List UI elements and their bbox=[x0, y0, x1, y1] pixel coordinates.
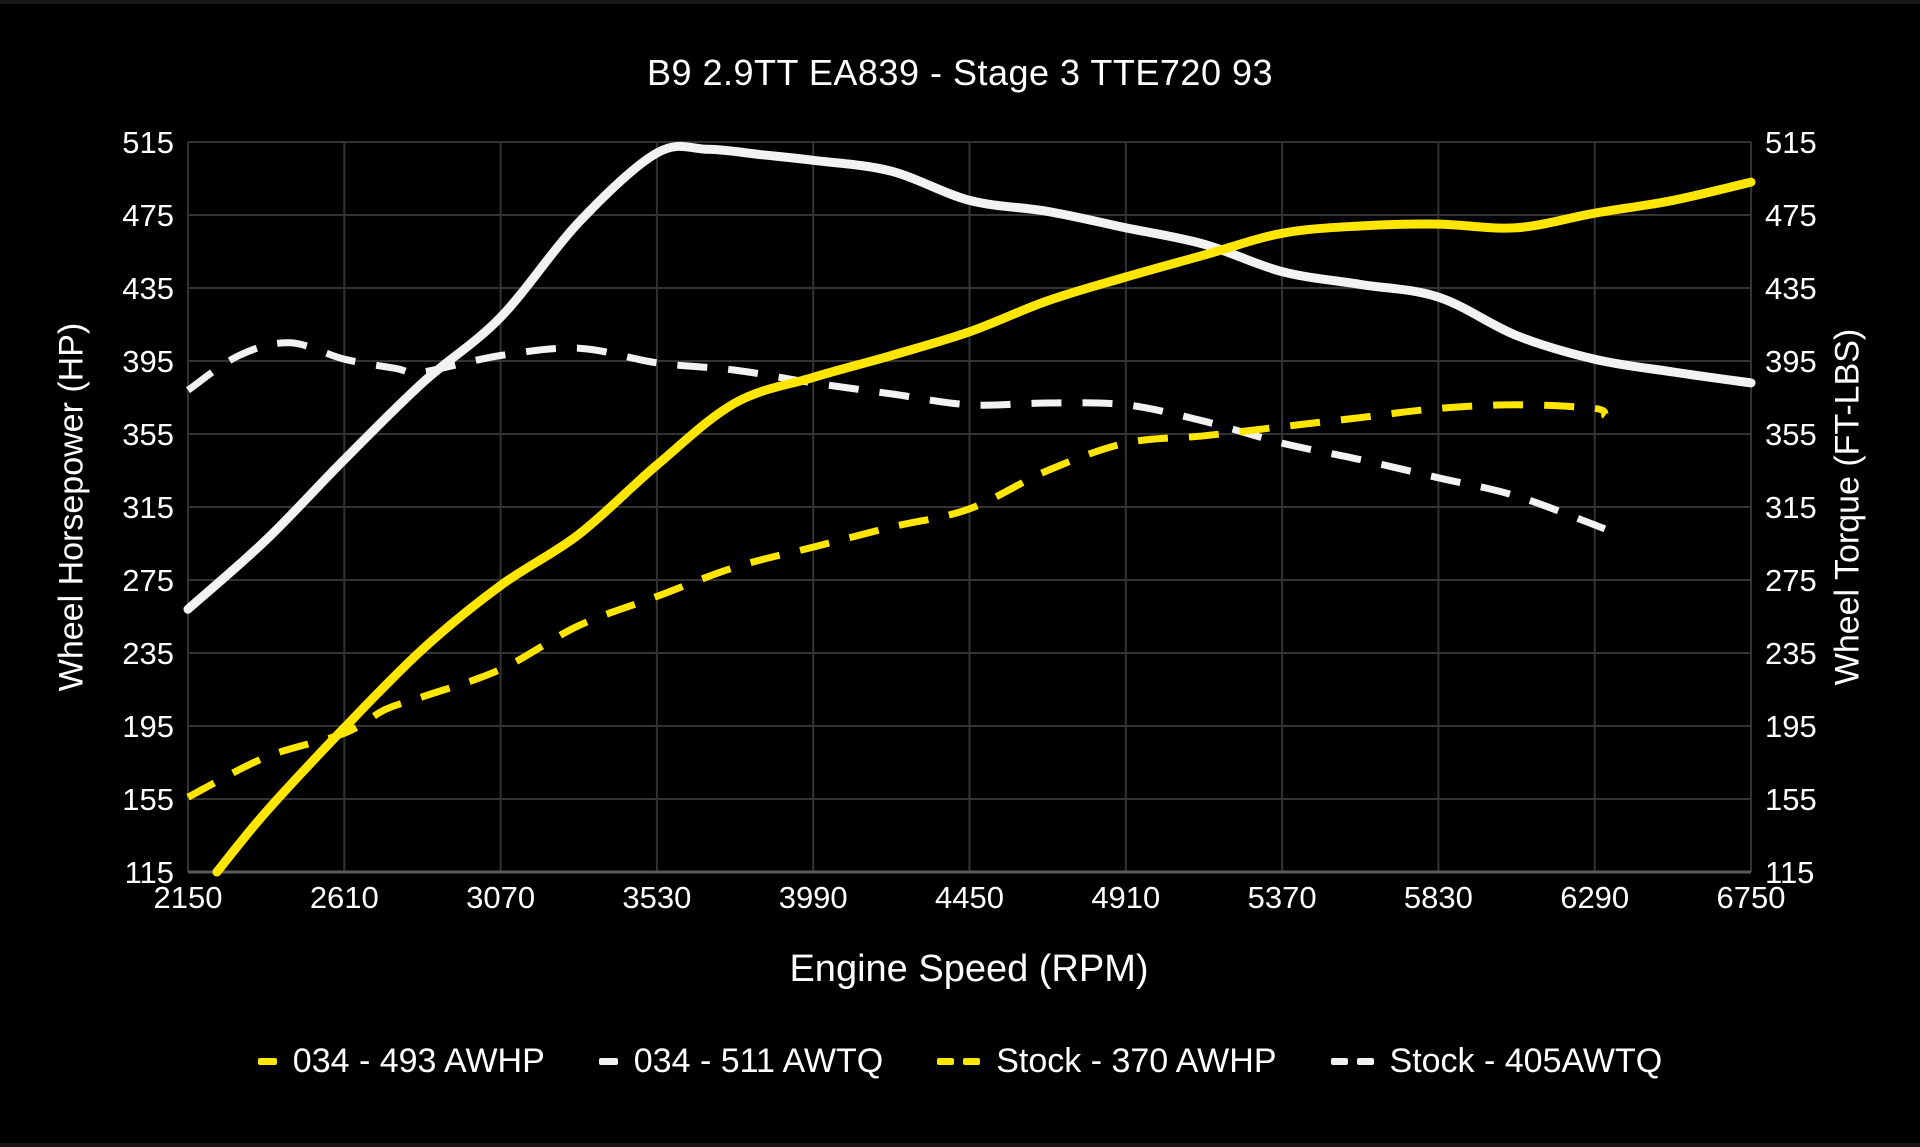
svg-text:155: 155 bbox=[122, 782, 174, 817]
svg-text:4910: 4910 bbox=[1091, 880, 1160, 915]
svg-text:5830: 5830 bbox=[1404, 880, 1473, 915]
svg-text:3070: 3070 bbox=[466, 880, 535, 915]
svg-text:195: 195 bbox=[1765, 709, 1817, 744]
legend: 034 - 493 AWHP 034 - 511 AWTQ Stock - 370 … bbox=[0, 1042, 1920, 1081]
svg-text:355: 355 bbox=[122, 417, 174, 452]
chart-title: B9 2.9TT EA839 - Stage 3 TTE720 93 bbox=[646, 52, 1274, 93]
curve-stock-405awtq bbox=[185, 339, 1607, 533]
legend-label: Stock - 370 AWHP bbox=[996, 1042, 1277, 1080]
svg-text:515: 515 bbox=[122, 125, 174, 160]
svg-text:355: 355 bbox=[1765, 417, 1817, 452]
svg-text:435: 435 bbox=[1765, 271, 1817, 306]
y-right-tick-labels: 115 155 195 235 275 315 355 395 435 475 515 bbox=[1765, 125, 1817, 890]
svg-text:3530: 3530 bbox=[622, 880, 691, 915]
curve-lines bbox=[183, 141, 1756, 877]
y-left-axis-title: Wheel Horsepower (HP) bbox=[52, 322, 91, 692]
svg-text:475: 475 bbox=[122, 198, 174, 233]
solid-line-swatch-icon bbox=[257, 1058, 277, 1065]
svg-text:115: 115 bbox=[125, 855, 174, 890]
legend-item-1: 034 - 511 AWTQ bbox=[598, 1042, 884, 1081]
curve-034-511-awtq bbox=[183, 141, 1756, 614]
svg-text:195: 195 bbox=[122, 709, 174, 744]
dashed-line-swatch-icon bbox=[1330, 1058, 1374, 1065]
curve-034-493-awhp bbox=[212, 177, 1756, 877]
legend-item-0: 034 - 493 AWHP bbox=[257, 1042, 545, 1081]
legend-label: Stock - 405AWTQ bbox=[1389, 1042, 1663, 1080]
svg-text:235: 235 bbox=[122, 636, 174, 671]
svg-text:395: 395 bbox=[1765, 344, 1817, 379]
legend-item-3: Stock - 405AWTQ bbox=[1330, 1042, 1663, 1081]
x-tick-labels: 2150 2610 3070 3530 3990 4450 4910 5370 5830 6290… bbox=[154, 880, 1786, 915]
x-axis-title: Engine Speed (RPM) bbox=[789, 948, 1149, 990]
svg-text:395: 395 bbox=[122, 344, 174, 379]
svg-text:435: 435 bbox=[122, 271, 174, 306]
svg-text:5370: 5370 bbox=[1248, 880, 1317, 915]
svg-text:6290: 6290 bbox=[1560, 880, 1629, 915]
curve-stock-370-awhp bbox=[186, 401, 1609, 801]
legend-label: 034 - 511 AWTQ bbox=[633, 1042, 884, 1080]
top-edge-strip bbox=[0, 0, 1920, 4]
y-right-axis-title: Wheel Torque (FT-LBS) bbox=[1828, 328, 1867, 686]
legend-label: 034 - 493 AWHP bbox=[292, 1042, 545, 1080]
svg-text:3990: 3990 bbox=[779, 880, 848, 915]
svg-text:6750: 6750 bbox=[1717, 880, 1786, 915]
solid-line-swatch-icon bbox=[598, 1058, 618, 1065]
svg-text:4450: 4450 bbox=[935, 880, 1004, 915]
svg-text:235: 235 bbox=[1765, 636, 1817, 671]
svg-text:2610: 2610 bbox=[310, 880, 379, 915]
svg-text:115: 115 bbox=[1765, 855, 1814, 890]
svg-text:275: 275 bbox=[1765, 563, 1817, 598]
svg-text:275: 275 bbox=[122, 563, 174, 598]
gridlines bbox=[187, 141, 1752, 874]
bottom-edge-strip bbox=[0, 1143, 1920, 1147]
svg-text:155: 155 bbox=[1765, 782, 1817, 817]
svg-text:315: 315 bbox=[1765, 490, 1817, 525]
svg-text:475: 475 bbox=[1765, 198, 1817, 233]
legend-item-2: Stock - 370 AWHP bbox=[937, 1042, 1277, 1081]
svg-text:315: 315 bbox=[122, 490, 174, 525]
dashed-line-swatch-icon bbox=[937, 1058, 981, 1065]
y-left-tick-labels: 115 155 195 235 275 315 355 395 435 475 515 bbox=[122, 125, 174, 890]
svg-text:515: 515 bbox=[1765, 125, 1817, 160]
svg-text:2150: 2150 bbox=[154, 880, 223, 915]
